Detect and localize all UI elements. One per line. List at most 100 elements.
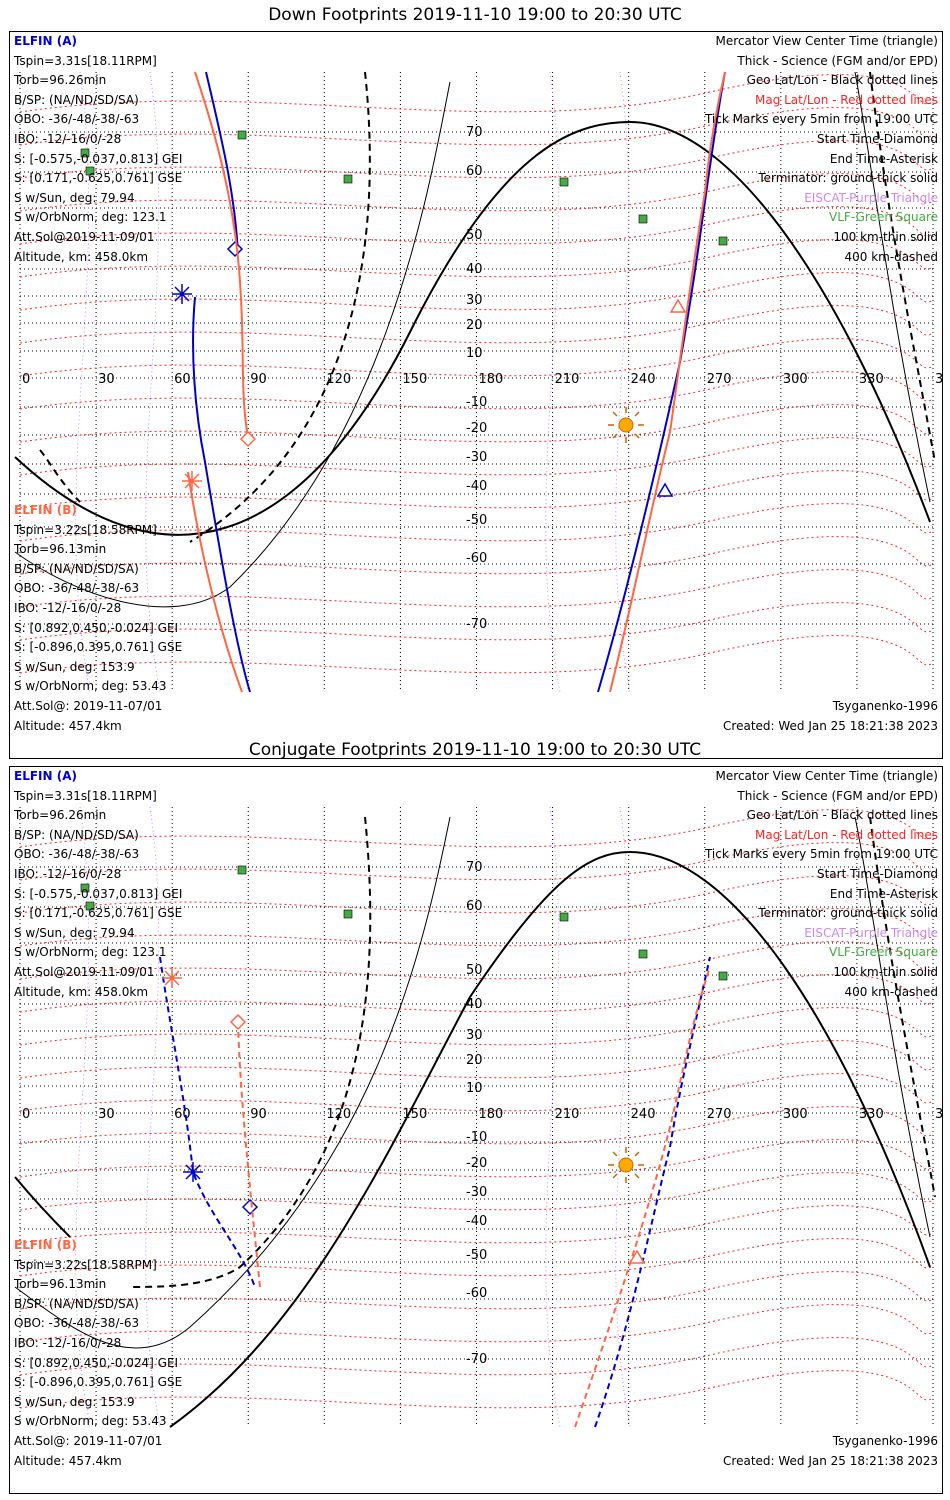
legend-item: VLF-Green Square [829,210,938,225]
param-line: OBO: -36/-48/-38/-63 [14,112,140,127]
map-legend: Mercator View Center Time (triangle) Thic… [705,32,938,267]
param-line: Altitude, km: 458.0km [14,249,149,264]
legend-item: Terminator: ground-thick solid [758,906,938,921]
legend-item: Thick - Science (FGM and/or EPD) [737,788,938,803]
legend-item: Tick Marks every 5min from 19:00 UTC [704,847,938,862]
start-diamond-icon [229,1013,247,1031]
param-line: Att.Sol@2019-11-09/01 [14,229,155,244]
vlf-stations [80,130,728,246]
lat-tick-label: -10 [466,395,487,410]
param-line: S w/Sun, deg: 79.94 [14,190,135,205]
model-name: Tsyganenko-1996 [832,1434,938,1448]
elfin-a-name: ELFIN (A) [14,34,77,48]
elfin-b-info: ELFIN (B) Tspin=3.22s[18.58RPM] Torb=96.1… [14,501,182,736]
param-line: OBO: -36/-48/-38/-63 [14,1316,140,1331]
param-line: S w/Sun, deg: 153.9 [14,1394,135,1409]
legend-item: EISCAT-Purple Triangle [804,190,938,205]
lat-tick-label: -50 [466,1248,487,1263]
param-line: S w/OrbNorm, deg: 123.1 [14,945,167,960]
lon-tick-label: 0 [22,372,30,387]
panel-title-down: Down Footprints 2019-11-10 19:00 to 20:3… [268,5,682,25]
param-line: OBO: -36/-48/-38/-63 [14,847,140,862]
terminator [14,71,936,608]
param-line: IBO: -12/-16/0/-28 [14,866,122,881]
param-line: S w/OrbNorm, deg: 53.43 [14,1414,167,1429]
elfin-b-info: ELFIN (B) Tspin=3.22s[18.58RPM] Torb=96.1… [14,1236,182,1471]
param-line: S: [0.892,0.450,-0.024] GEI [14,620,179,635]
lat-tick-label: 20 [466,318,483,333]
lat-tick-label: -50 [466,513,487,528]
param-line: IBO: -12/-16/0/-28 [14,1335,122,1350]
lat-tick-label: 10 [466,346,483,361]
legend-item: Geo Lat/Lon - Black dotted lines [746,808,938,823]
elfin-a-params: Tspin=3.31s[18.11RPM] Torb=96.26min B/SP: … [14,787,182,1003]
lat-tick-label: -10 [466,1130,487,1145]
param-line: Torb=96.13min [14,542,107,557]
elfin-b-track [162,966,711,1428]
map-canvas: 0306090120150180210240270300330360706050… [14,806,942,1428]
lon-tick-label: 240 [631,1107,656,1122]
param-line: S: [-0.896,0.395,0.761] GSE [14,1375,183,1390]
param-line: S: [0.171,-0.625,0.761] GSE [14,906,183,921]
lon-tick-label: 330 [859,372,884,387]
lat-tick-label: 10 [466,1081,483,1096]
param-line: B/SP: (NA/ND/SD/SA) [14,92,139,107]
legend-item: Tick Marks every 5min from 19:00 UTC [704,112,938,127]
lon-tick-label: 60 [174,372,191,387]
start-diamond-icon [226,240,244,258]
elfin-b-params: Tspin=3.22s[18.58RPM] Torb=96.13min B/SP: … [14,521,182,737]
lat-tick-label: -40 [466,479,487,494]
legend-item: Terminator: ground-thick solid [758,171,938,186]
param-line: S: [0.171,-0.625,0.761] GSE [14,171,183,186]
lat-tick-label: 40 [466,262,483,277]
lat-tick-label: -30 [466,450,487,465]
param-line: Tspin=3.22s[18.58RPM] [14,522,157,537]
param-line: B/SP: (NA/ND/SD/SA) [14,561,139,576]
lat-tick-label: 50 [466,963,483,978]
lat-tick-label: -60 [466,1286,487,1301]
param-line: S w/OrbNorm, deg: 53.43 [14,679,167,694]
lat-tick-label: -40 [466,1214,487,1229]
lat-tick-label: -20 [466,421,487,436]
lon-tick-label: 30 [98,372,115,387]
lat-tick-label: 70 [466,860,483,875]
legend-items: Mercator View Center Time (triangle) Thic… [705,32,938,267]
lat-tick-label: -30 [466,1185,487,1200]
lon-tick-label: 90 [250,1107,267,1122]
lon-tick-label: 60 [174,1107,191,1122]
legend-item: End Time-Asterisk [829,886,938,901]
legend-item: Start Time-Diamond [816,866,938,881]
param-line: Tspin=3.31s[18.11RPM] [14,53,157,68]
legend-item: Mag Lat/Lon - Red dotted lines [754,92,938,107]
param-line: S: [-0.575,-0.037,0.813] GEI [14,151,183,166]
elfin-b-track [182,71,726,693]
lon-tick-label: 150 [402,1107,427,1122]
legend-item: 400 km-dashed [844,984,938,999]
lon-tick-label: 30 [98,1107,115,1122]
map-grid: 0306090120150180210240270300330360706050… [19,806,942,1428]
param-line: Tspin=3.22s[18.58RPM] [14,1257,157,1272]
map-footer: Tsyganenko-1996 Created: Wed Jan 25 18:2… [723,1432,938,1471]
lon-tick-label: 210 [555,372,580,387]
end-asterisk-icon [172,284,192,304]
legend-item: End Time-Asterisk [829,151,938,166]
param-line: Altitude: 457.4km [14,1453,122,1468]
start-diamond-icon [241,1198,259,1216]
param-line: S: [-0.896,0.395,0.761] GSE [14,640,183,655]
legend-item: Start Time-Diamond [816,131,938,146]
param-line: IBO: -12/-16/0/-28 [14,131,122,146]
lon-tick-label: 270 [707,372,732,387]
lon-tick-label: 180 [479,1107,504,1122]
lat-tick-label: 30 [466,293,483,308]
legend-item: 100 km-thin solid [833,229,938,244]
lat-tick-label: -20 [466,1156,487,1171]
lat-tick-label: -60 [466,551,487,566]
start-diamond-icon [239,430,257,448]
legend-item: Mercator View Center Time (triangle) [715,34,938,48]
lat-tick-label: 60 [466,164,483,179]
elfin-a-name: ELFIN (A) [14,769,77,783]
legend-item: Mag Lat/Lon - Red dotted lines [754,827,938,842]
param-line: Torb=96.26min [14,808,107,823]
end-asterisk-icon [162,968,182,988]
legend-item: VLF-Green Square [829,945,938,960]
